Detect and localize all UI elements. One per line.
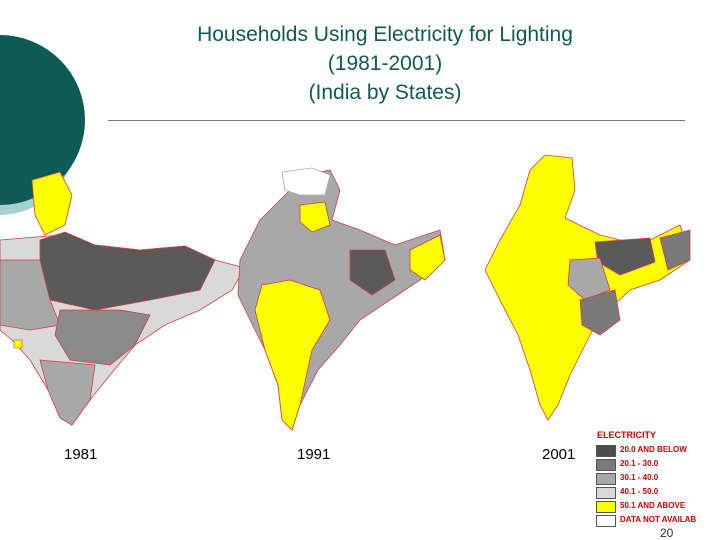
legend-item: 50.1 AND ABOVE <box>594 501 720 513</box>
maps-area <box>0 154 691 431</box>
legend-label: 20.0 AND BELOW <box>620 445 687 454</box>
slide-title-line3: (India by States) <box>308 81 462 104</box>
map-1981-goa <box>13 339 23 349</box>
map-1991-south <box>254 279 331 431</box>
legend-swatch <box>596 445 616 457</box>
slide-title-line1: Households Using Electricity for Lightin… <box>197 23 573 46</box>
map-1991-north-east <box>349 249 396 296</box>
map-2001-orissa <box>579 289 621 336</box>
map-1991-kashmir <box>281 167 331 196</box>
legend-swatch <box>596 473 616 485</box>
map-year-1981: 1981 <box>64 446 98 463</box>
map-1981-south-states <box>39 359 96 426</box>
slide-page-number: 20 <box>660 526 674 540</box>
legend-label: DATA NOT AVAILAB <box>620 515 697 524</box>
legend-item: 20.1 - 30.0 <box>594 459 720 471</box>
legend-label: 20.1 - 30.0 <box>620 459 659 468</box>
map-1991 <box>237 167 446 431</box>
legend-swatch <box>596 515 616 527</box>
legend-swatch <box>596 501 616 513</box>
map-year-1991: 1991 <box>297 446 331 463</box>
map-1991-punjab <box>299 201 331 233</box>
legend-label: 50.1 AND ABOVE <box>620 501 686 510</box>
legend-label: 30.1 - 40.0 <box>620 473 659 482</box>
map-1991-assam <box>409 234 446 281</box>
slide-title-line2: (1981-2001) <box>327 52 443 75</box>
legend-swatch <box>596 487 616 499</box>
map-2001-assam <box>659 229 691 271</box>
legend-swatch <box>596 459 616 471</box>
map-1981 <box>0 171 246 426</box>
map-legend: ELECTRICITY 20.0 AND BELOW 20.1 - 30.0 3… <box>594 430 720 540</box>
legend-label: 40.1 - 50.0 <box>620 487 659 496</box>
map-1981-central-states <box>54 309 151 366</box>
legend-item: DATA NOT AVAILAB <box>594 515 720 527</box>
map-1981-kashmir <box>31 171 73 236</box>
legend-item: 30.1 - 40.0 <box>594 473 720 485</box>
legend-item: 20.0 AND BELOW <box>594 445 720 457</box>
title-divider <box>108 120 685 121</box>
map-2001 <box>484 154 691 421</box>
map-year-2001: 2001 <box>542 446 576 463</box>
legend-item: 40.1 - 50.0 <box>594 487 720 499</box>
legend-title: ELECTRICITY <box>597 430 657 440</box>
